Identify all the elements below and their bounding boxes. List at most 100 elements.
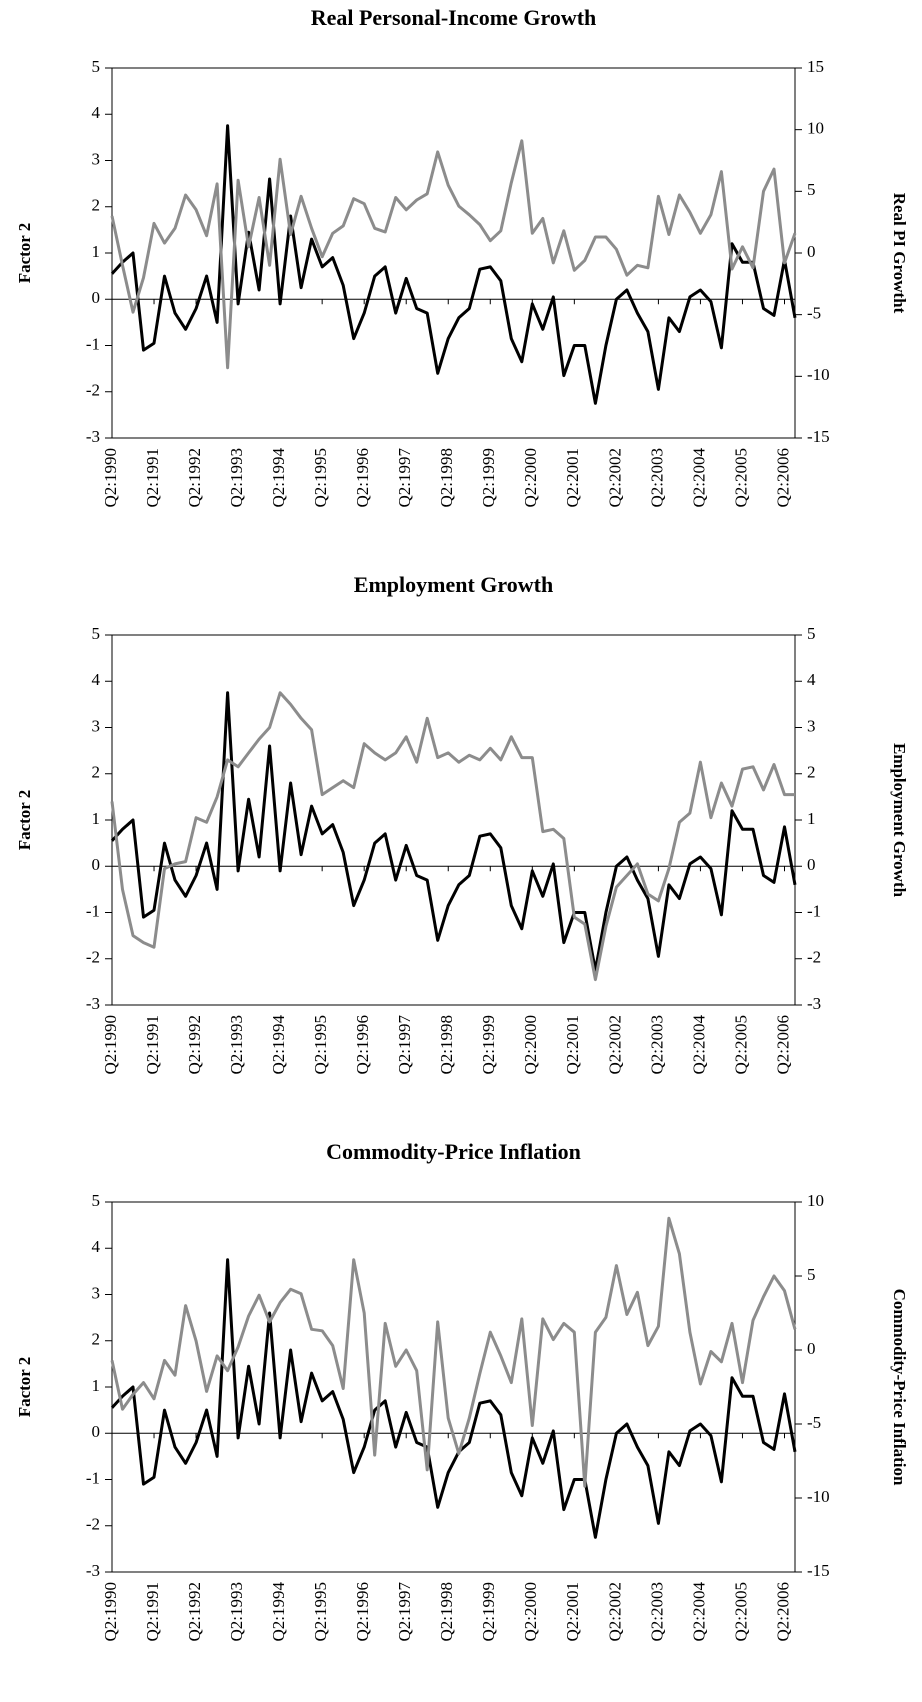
y-tick-label: 2: [92, 763, 101, 782]
x-tick-label: Q2:1998: [437, 1015, 456, 1075]
y-tick-label: 4: [92, 103, 101, 122]
y-tick-label: 1: [92, 242, 101, 261]
x-tick-label: Q2:2000: [521, 1582, 540, 1642]
y2-tick-label: -10: [807, 365, 830, 384]
y2-tick-label: 5: [807, 1265, 816, 1284]
y2-axis-title: Commodity-Price Inflation: [890, 1289, 909, 1486]
y-tick-label: -1: [86, 334, 100, 353]
y-tick-label: -2: [86, 1515, 100, 1534]
series-line: [110, 691, 797, 972]
y2-axis-title: Employment Growth: [890, 743, 909, 898]
x-tick-label: Q2:1995: [311, 1015, 330, 1075]
y-tick-label: -1: [86, 1468, 100, 1487]
x-tick-label: Q2:1997: [395, 1015, 414, 1075]
x-tick-label: Q2:1993: [227, 1582, 246, 1642]
plot-frame: [111, 1201, 796, 1573]
x-tick-label: Q2:1996: [353, 1582, 372, 1642]
x-tick-label: Q2:1999: [479, 1582, 498, 1642]
y-tick-label: 3: [92, 1283, 101, 1302]
x-tick-label: Q2:2006: [773, 1582, 792, 1642]
x-tick-label: Q2:1992: [185, 1015, 204, 1075]
x-tick-label: Q2:1996: [353, 448, 372, 508]
y-tick-label: 4: [92, 670, 101, 689]
x-tick-label: Q2:2003: [647, 1015, 666, 1075]
x-tick-label: Q2:2005: [731, 1582, 750, 1642]
y-tick-label: -2: [86, 948, 100, 967]
x-tick-label: Q2:2004: [689, 1015, 708, 1075]
y2-tick-label: -5: [807, 304, 821, 323]
y-tick-label: 2: [92, 1330, 101, 1349]
series-line: [110, 139, 797, 370]
x-tick-label: Q2:1994: [269, 1015, 288, 1075]
x-tick-label: Q2:1994: [269, 1582, 288, 1642]
y-axis-title: Factor 2: [15, 223, 34, 284]
y2-tick-label: 1: [807, 809, 816, 828]
x-tick-label: Q2:1991: [143, 1015, 162, 1075]
series-line: [110, 1216, 797, 1488]
x-tick-label: Q2:1991: [143, 1582, 162, 1642]
x-tick-label: Q2:1998: [437, 1582, 456, 1642]
y2-tick-label: 2: [807, 763, 816, 782]
y-tick-label: 4: [92, 1237, 101, 1256]
x-tick-label: Q2:1999: [479, 448, 498, 508]
y-tick-label: -1: [86, 901, 100, 920]
x-tick-label: Q2:1993: [227, 1015, 246, 1075]
series-line: [110, 124, 797, 405]
y2-tick-label: 0: [807, 1339, 816, 1358]
x-tick-label: Q2:2006: [773, 448, 792, 508]
x-tick-label: Q2:1993: [227, 448, 246, 508]
y-tick-label: 0: [92, 855, 101, 874]
x-tick-label: Q2:2002: [605, 448, 624, 508]
y-tick-label: 0: [92, 288, 101, 307]
x-tick-label: Q2:2004: [689, 448, 708, 508]
x-tick-label: Q2:2005: [731, 1015, 750, 1075]
x-tick-label: Q2:2000: [521, 448, 540, 508]
x-tick-label: Q2:2006: [773, 1015, 792, 1075]
x-tick-label: Q2:1996: [353, 1015, 372, 1075]
x-tick-label: Q2:1990: [101, 1015, 120, 1075]
series-line: [110, 1258, 797, 1539]
y-tick-label: -2: [86, 381, 100, 400]
x-tick-label: Q2:2001: [563, 1015, 582, 1075]
y2-tick-label: -3: [807, 994, 821, 1013]
y-axis-title: Factor 2: [15, 1357, 34, 1418]
y2-tick-label: 10: [807, 119, 824, 138]
x-tick-label: Q2:2000: [521, 1015, 540, 1075]
y-tick-label: 3: [92, 149, 101, 168]
y2-tick-label: -10: [807, 1487, 830, 1506]
x-tick-label: Q2:1992: [185, 1582, 204, 1642]
x-tick-label: Q2:1998: [437, 448, 456, 508]
y-tick-label: 5: [92, 57, 101, 76]
y2-tick-label: 0: [807, 242, 816, 261]
y-axis-title: Factor 2: [15, 790, 34, 851]
y-tick-label: 0: [92, 1422, 101, 1441]
y-tick-label: 5: [92, 624, 101, 643]
plot-frame: [111, 634, 796, 1006]
y-tick-label: -3: [86, 1561, 100, 1580]
x-tick-label: Q2:1997: [395, 1582, 414, 1642]
y-tick-label: 1: [92, 809, 101, 828]
y2-tick-label: -1: [807, 901, 821, 920]
chart-title: Real Personal-Income Growth: [311, 5, 597, 30]
x-tick-label: Q2:1997: [395, 448, 414, 508]
y2-tick-label: 15: [807, 57, 824, 76]
x-tick-label: Q2:1994: [269, 448, 288, 508]
x-tick-label: Q2:1990: [101, 448, 120, 508]
x-tick-label: Q2:1995: [311, 448, 330, 508]
x-tick-label: Q2:2002: [605, 1582, 624, 1642]
plot-frame: [111, 67, 796, 439]
y-tick-label: -3: [86, 427, 100, 446]
y-tick-label: 2: [92, 196, 101, 215]
y2-axis-title: Real PI Growtht: [890, 193, 909, 314]
y2-tick-label: 3: [807, 716, 816, 735]
y2-tick-label: -15: [807, 427, 830, 446]
y2-tick-label: 4: [807, 670, 816, 689]
x-tick-label: Q2:2005: [731, 448, 750, 508]
y2-tick-label: 5: [807, 180, 816, 199]
y2-tick-label: -2: [807, 948, 821, 967]
y2-tick-label: -5: [807, 1413, 821, 1432]
x-tick-label: Q2:2003: [647, 448, 666, 508]
x-tick-label: Q2:1999: [479, 1015, 498, 1075]
series-line: [110, 691, 795, 982]
